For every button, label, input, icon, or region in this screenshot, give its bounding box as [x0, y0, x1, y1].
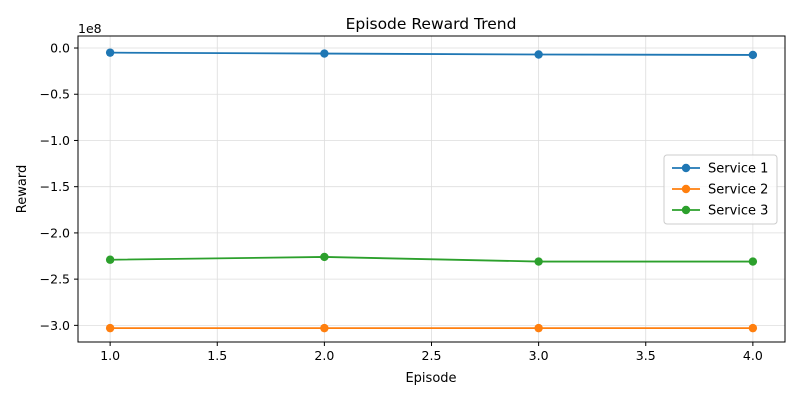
data-point: [320, 323, 329, 333]
legend: Service 1 Service 2 Service 3: [663, 154, 778, 225]
series-line: [110, 256, 753, 263]
data-point: [320, 252, 329, 262]
chart-title: Episode Reward Trend: [346, 15, 517, 33]
grid: [78, 36, 785, 342]
series-1: [105, 48, 758, 60]
y-axis-offset-label: 1e8: [78, 21, 102, 36]
legend-label: Service 3: [708, 204, 768, 219]
y-tick-label: 0.0: [50, 41, 70, 56]
legend-label: Service 1: [708, 162, 768, 177]
y-tick-label: −3.0: [40, 318, 70, 333]
x-tick-label: 3.0: [529, 348, 549, 363]
data-point: [748, 323, 758, 333]
series-line: [110, 51, 753, 56]
y-tick-label: −0.5: [40, 87, 70, 102]
x-tick-label: 4.0: [743, 348, 763, 363]
legend-label: Service 2: [708, 183, 768, 198]
y-axis-title: Reward: [15, 165, 30, 213]
data-point: [105, 255, 115, 264]
data-point: [105, 323, 115, 333]
x-tick-label: 2.0: [314, 348, 334, 363]
legend-marker: [681, 184, 691, 194]
series-group: [105, 48, 758, 333]
legend-marker: [681, 205, 691, 215]
x-axis-title: Episode: [405, 371, 456, 386]
x-tick-label: 3.5: [636, 348, 656, 363]
data-point: [534, 50, 543, 59]
data-point: [748, 50, 758, 60]
y-tick-label: −2.0: [40, 225, 70, 240]
legend-item: Service 2: [672, 183, 768, 198]
legend-marker: [681, 163, 691, 173]
x-tick-label: 2.5: [422, 348, 442, 363]
y-axis-ticks: 0.0 −0.5 −1.0 −1.5 −2.0 −2.5 −3.0: [40, 41, 78, 333]
legend-item: Service 1: [672, 162, 768, 177]
y-tick-label: −2.5: [40, 272, 70, 287]
data-point: [748, 257, 758, 266]
data-point: [534, 257, 543, 266]
series-2: [105, 323, 758, 333]
data-point: [105, 48, 115, 57]
data-point: [320, 49, 329, 58]
y-tick-label: −1.0: [40, 133, 70, 148]
x-tick-label: 1.0: [100, 348, 120, 363]
legend-box: [663, 154, 778, 225]
legend-item: Service 3: [672, 204, 768, 219]
series-3: [105, 252, 758, 266]
y-tick-label: −1.5: [40, 179, 70, 194]
x-tick-label: 1.5: [207, 348, 227, 363]
x-axis-ticks: 1.0 1.5 2.0 2.5 3.0 3.5 4.0: [100, 342, 763, 363]
data-point: [534, 323, 543, 333]
